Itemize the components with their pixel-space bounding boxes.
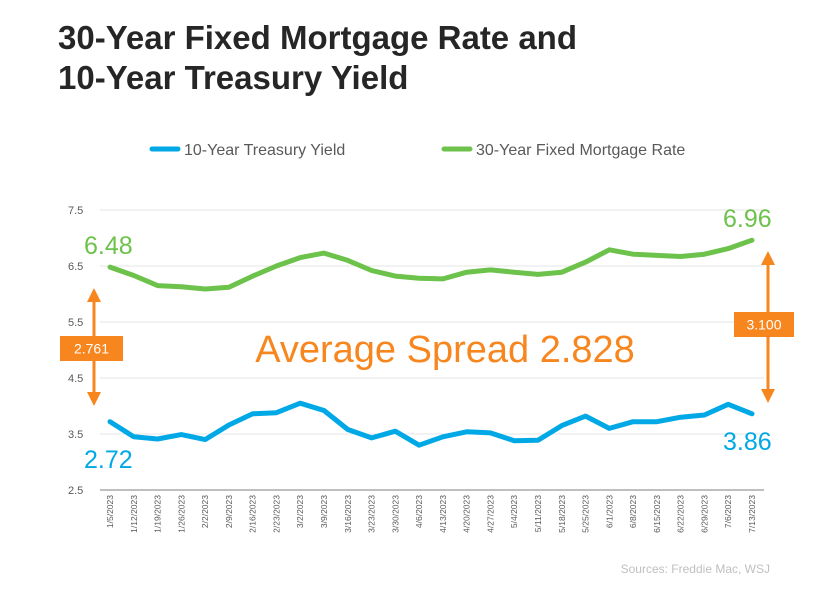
x-tick-label: 4/6/2023	[414, 495, 424, 528]
x-tick-label: 6/1/2023	[604, 495, 614, 528]
y-axis-ticks: 2.5 3.5 4.5 5.5 6.5 7.5	[68, 205, 83, 497]
legend: 10-Year Treasury Yield 30-Year Fixed Mor…	[149, 142, 685, 159]
legend-label-mortgage: 30-Year Fixed Mortgage Rate	[476, 142, 685, 159]
average-spread-label: Average Spread 2.828	[255, 329, 635, 371]
x-tick-label: 5/4/2023	[509, 495, 519, 528]
x-tick-label: 4/13/2023	[438, 495, 448, 533]
y-tick-label: 5.5	[68, 317, 83, 329]
gridlines	[100, 209, 764, 435]
y-tick-label: 3.5	[68, 429, 83, 441]
treasury-yield-line	[107, 400, 755, 448]
x-tick-label: 2/16/2023	[248, 495, 258, 533]
end-spread-arrow: 3.100	[734, 251, 794, 403]
mortgage-end-label: 6.96	[723, 205, 772, 233]
y-tick-label: 4.5	[68, 373, 83, 385]
x-tick-label: 5/25/2023	[581, 495, 591, 533]
start-spread-arrow: 2.761	[60, 288, 123, 406]
x-tick-label: 3/9/2023	[319, 495, 329, 528]
end-spread-value: 3.100	[746, 317, 781, 333]
y-tick-label: 7.5	[68, 205, 83, 217]
x-tick-label: 6/8/2023	[628, 495, 638, 528]
x-tick-label: 7/6/2023	[723, 495, 733, 528]
chart-title-line-2: 10-Year Treasury Yield	[58, 59, 409, 96]
x-tick-label: 2/23/2023	[271, 495, 281, 533]
x-tick-label: 6/15/2023	[652, 495, 662, 533]
x-tick-label: 3/30/2023	[390, 495, 400, 533]
legend-label-treasury: 10-Year Treasury Yield	[184, 142, 345, 159]
x-tick-label: 1/12/2023	[129, 495, 139, 533]
x-tick-label: 1/26/2023	[176, 495, 186, 533]
spread-label-background	[235, 323, 665, 375]
start-spread-value: 2.761	[74, 341, 109, 357]
chart-title: 30-Year Fixed Mortgage Rate and 10-Year …	[58, 18, 577, 98]
x-tick-label: 7/13/2023	[747, 495, 757, 533]
series-lines	[107, 237, 755, 448]
x-tick-label: 3/23/2023	[367, 495, 377, 533]
x-tick-label: 1/19/2023	[153, 495, 163, 533]
x-tick-label: 5/11/2023	[533, 495, 543, 532]
x-tick-label: 1/5/2023	[105, 495, 115, 528]
mortgage-start-label: 6.48	[84, 232, 133, 260]
y-tick-label: 2.5	[68, 485, 83, 497]
y-tick-label: 6.5	[68, 261, 83, 273]
x-tick-label: 2/2/2023	[200, 495, 210, 528]
x-tick-label: 5/18/2023	[557, 495, 567, 533]
x-tick-label: 3/16/2023	[343, 495, 353, 533]
source-note: Sources: Freddie Mac, WSJ	[621, 562, 770, 576]
mortgage-rate-line	[107, 237, 755, 292]
x-tick-label: 4/20/2023	[462, 495, 472, 533]
x-tick-label: 6/22/2023	[676, 495, 686, 533]
x-axis-ticks: 1/5/2023 1/12/2023 1/19/2023 1/26/2023 2/2/2…	[105, 495, 757, 533]
x-tick-label: 2/9/2023	[224, 495, 234, 528]
treasury-start-label: 2.72	[84, 446, 133, 474]
treasury-end-label: 3.86	[723, 428, 772, 456]
chart-title-line-1: 30-Year Fixed Mortgage Rate and	[58, 19, 577, 56]
x-tick-label: 4/27/2023	[485, 495, 495, 533]
x-tick-label: 3/2/2023	[295, 495, 305, 528]
x-tick-label: 6/29/2023	[699, 495, 709, 533]
